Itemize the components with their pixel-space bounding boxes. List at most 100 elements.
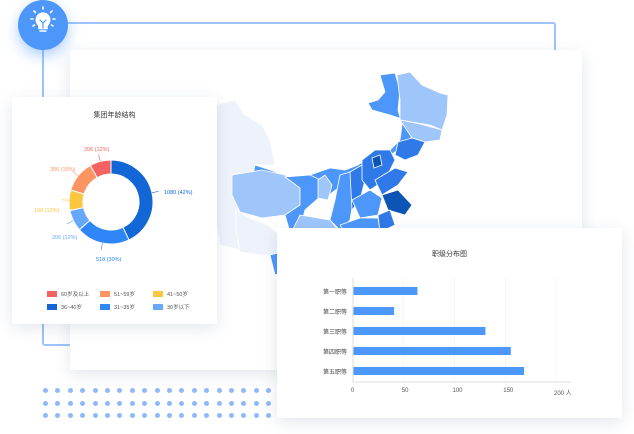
dot <box>142 388 148 393</box>
legend-item[interactable]: 30岁以下 <box>153 303 190 311</box>
donut-slice[interactable] <box>110 159 154 241</box>
dot <box>43 388 48 393</box>
dot <box>92 400 98 406</box>
bar[interactable] <box>353 347 511 355</box>
legend-item[interactable]: 51~59岁 <box>100 290 135 298</box>
legend-label: 30岁以下 <box>167 305 190 311</box>
donut-slice[interactable] <box>78 219 130 245</box>
legend-label: 51~59岁 <box>114 292 135 298</box>
region-liaoning <box>394 137 426 161</box>
x-tick-label: 150 <box>503 388 514 394</box>
china-map <box>214 71 449 276</box>
dot <box>179 413 185 418</box>
y-tick-label: 第一职等 <box>322 290 347 296</box>
dot <box>129 413 135 418</box>
legend-item[interactable]: 60岁及以上 <box>47 290 89 298</box>
legend-item[interactable]: 36~40岁 <box>47 303 82 311</box>
x-tick-label: 50 <box>401 388 409 394</box>
legend-swatch <box>47 291 57 297</box>
x-tick-label: 100 <box>452 388 463 394</box>
dot <box>167 388 172 393</box>
donut-slice[interactable] <box>89 159 112 179</box>
dot <box>154 413 160 418</box>
dot <box>241 388 247 393</box>
lightbulb-button <box>18 0 68 50</box>
dot <box>105 413 110 418</box>
dot <box>67 400 73 406</box>
age-structure-card: 集团年龄结构 1080 (42%) 518 (30%) 206 (12%) 198 (… <box>12 97 217 324</box>
dot <box>216 388 222 393</box>
dot <box>55 400 61 406</box>
dot <box>266 413 272 418</box>
slice-label: 1080 (42%) <box>164 190 193 196</box>
dot <box>80 400 86 406</box>
legend-swatch <box>47 304 57 310</box>
bar[interactable] <box>353 327 486 335</box>
region-hebei <box>361 149 396 191</box>
label-leader <box>98 154 101 162</box>
dot <box>241 413 247 418</box>
y-tick-label: 第三职等 <box>322 330 347 336</box>
dot <box>266 400 272 406</box>
dot <box>142 413 148 418</box>
x-tick-label: 0 <box>351 388 355 394</box>
dot <box>55 388 61 393</box>
donut-chart <box>62 154 159 251</box>
dot <box>80 388 86 393</box>
bar[interactable] <box>353 287 418 295</box>
bar[interactable] <box>353 307 395 315</box>
dot <box>129 400 135 406</box>
dot <box>229 413 234 418</box>
slice-label: 198 (12%) <box>34 208 60 214</box>
y-tick-label: 第二职等 <box>322 310 347 316</box>
slice-label: 306 (15%) <box>50 167 76 173</box>
dot <box>167 400 172 406</box>
dot <box>43 413 48 418</box>
dot <box>43 400 48 406</box>
dot <box>253 413 259 418</box>
dot <box>241 400 247 406</box>
slice-label: 206 (12%) <box>52 235 78 241</box>
y-tick-label: 第五职等 <box>322 370 347 376</box>
lightbulb-icon <box>30 6 56 32</box>
dot <box>253 388 259 393</box>
rank-chart-title: 职级分布图 <box>432 251 467 258</box>
label-leader <box>72 171 79 177</box>
dot <box>191 388 197 393</box>
region-ningxia <box>317 174 333 201</box>
dot <box>105 400 110 406</box>
bar[interactable] <box>353 367 525 375</box>
legend-label: 60岁及以上 <box>61 292 90 298</box>
dot <box>154 400 160 406</box>
dot <box>154 388 160 393</box>
region-jiangsu <box>381 189 413 216</box>
legend-label: 31~35岁 <box>114 305 135 311</box>
dot <box>129 388 135 393</box>
dot <box>191 400 197 406</box>
bar-chart <box>352 278 571 383</box>
legend-swatch <box>153 304 163 310</box>
dot <box>216 400 222 406</box>
legend-swatch <box>153 291 163 297</box>
dot <box>55 413 61 418</box>
legend-swatch <box>100 304 110 310</box>
dot <box>67 413 73 418</box>
legend-swatch <box>100 291 110 297</box>
region-heilongjiang <box>396 71 449 131</box>
dot <box>67 388 73 393</box>
region-beijing <box>371 154 383 169</box>
dot <box>117 413 123 418</box>
y-tick-label: 第四职等 <box>322 350 347 356</box>
dot <box>179 388 185 393</box>
dot <box>229 388 234 393</box>
legend-item[interactable]: 41~50岁 <box>153 290 188 298</box>
x-tick-label: 200 人 <box>554 391 572 397</box>
region-shandong <box>374 167 409 196</box>
label-leader <box>151 190 159 194</box>
legend-item[interactable]: 31~35岁 <box>100 303 135 311</box>
rank-distribution-card: 职级分布图 0 50 100 150 200 人 第一职等第二职等第三职等第四职等第五职等 <box>277 228 622 418</box>
slice-label: 206 (12%) <box>84 147 110 153</box>
dot <box>105 388 110 393</box>
dot <box>216 413 222 418</box>
legend-label: 36~40岁 <box>61 305 82 311</box>
